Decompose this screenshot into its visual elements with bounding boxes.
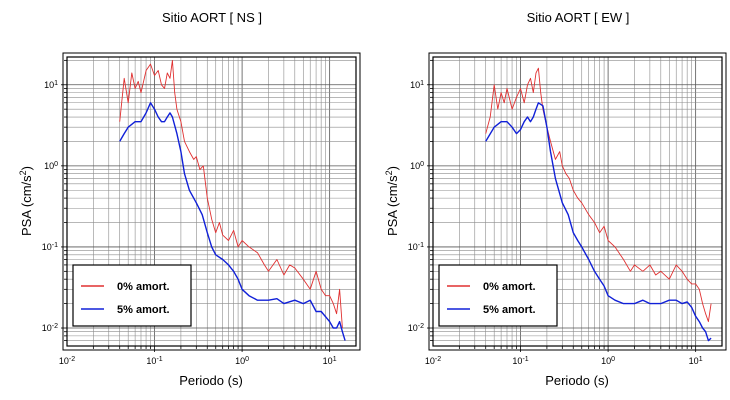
x-tick-label: 10-1 <box>512 356 528 367</box>
y-tick-label: 100 <box>410 160 424 171</box>
x-tick-label: 10-2 <box>59 356 75 367</box>
x-tick-label: 100 <box>235 356 249 367</box>
x-tick-label: 10-2 <box>425 356 441 367</box>
axis-ticks: 10-2 10-1 100 101 10-2 10-1 100 101 <box>408 59 703 367</box>
chart-panel-ns: Sitio AORT [ NS ] 10-2 10-1 100 101 10-2 10-1… <box>18 10 361 388</box>
series-layer <box>119 59 346 341</box>
y-axis-label: PSA (cm/s2) <box>18 166 34 236</box>
outer-frame <box>428 52 727 351</box>
grid-lines <box>67 57 356 346</box>
chart-title: Sitio AORT [ NS ] <box>162 10 262 25</box>
plot-frame <box>432 56 723 347</box>
y-tick-label: 101 <box>410 79 424 90</box>
legend-label-0-amort: 0% amort. <box>483 281 536 293</box>
series-line-5-amort <box>485 102 712 342</box>
plot-frame <box>66 56 357 347</box>
y-tick-label: 10-1 <box>408 241 424 252</box>
y-axis-label: PSA (cm/s2) <box>384 166 400 236</box>
legend: 0% amort. 5% amort. <box>438 264 558 327</box>
x-tick-label: 101 <box>689 356 703 367</box>
y-tick-label: 100 <box>44 160 58 171</box>
chart-panel-ew: Sitio AORT [ EW ] 10-2 10-1 100 101 10-2 10-1… <box>384 10 727 388</box>
x-axis-label: Periodo (s) <box>545 373 609 388</box>
axis-ticks: 10-2 10-1 100 101 10-2 10-1 100 101 <box>42 59 337 367</box>
x-tick-label: 100 <box>601 356 615 367</box>
chart-title: Sitio AORT [ EW ] <box>527 10 630 25</box>
x-axis-label: Periodo (s) <box>179 373 243 388</box>
series-line-0-amort <box>119 59 343 329</box>
series-layer <box>485 67 712 342</box>
series-line-5-amort <box>119 102 346 341</box>
legend-box <box>72 264 192 327</box>
outer-frame <box>62 52 361 351</box>
y-tick-label: 10-2 <box>408 323 424 334</box>
y-tick-label: 10-1 <box>42 241 58 252</box>
x-tick-label: 101 <box>323 356 337 367</box>
y-tick-label: 10-2 <box>42 323 58 334</box>
legend: 0% amort. 5% amort. <box>72 264 192 327</box>
legend-label-5-amort: 5% amort. <box>117 304 170 316</box>
legend-box <box>438 264 558 327</box>
y-tick-label: 101 <box>44 79 58 90</box>
x-tick-label: 10-1 <box>146 356 162 367</box>
legend-label-0-amort: 0% amort. <box>117 281 170 293</box>
series-line-0-amort <box>485 67 712 323</box>
legend-label-5-amort: 5% amort. <box>483 304 536 316</box>
